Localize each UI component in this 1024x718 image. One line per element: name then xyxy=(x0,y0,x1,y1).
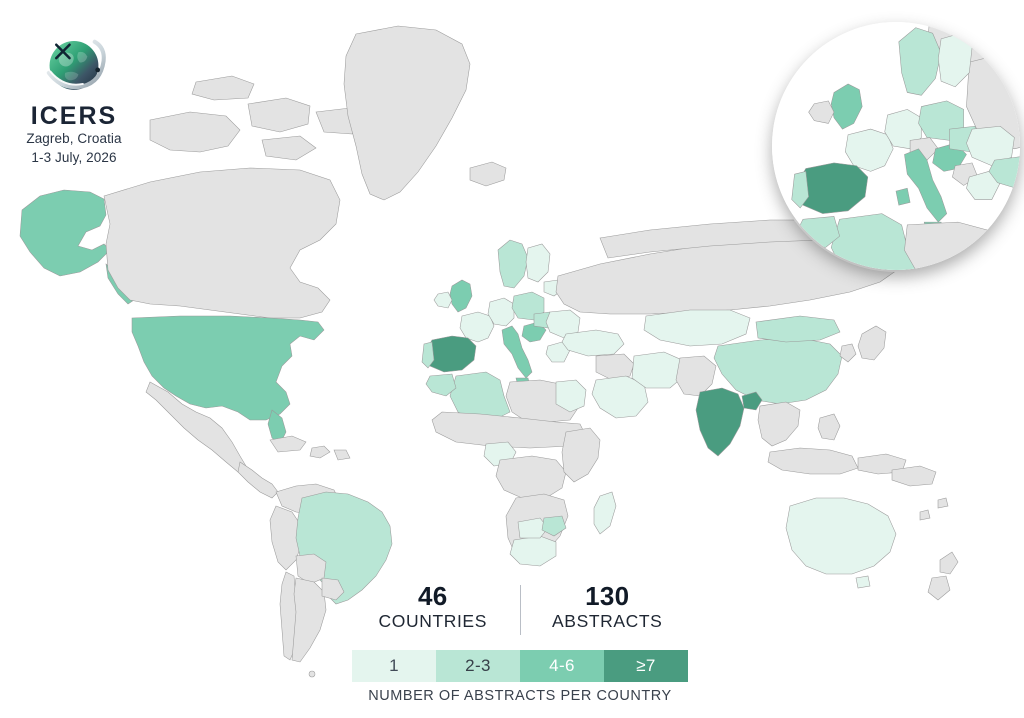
country-australia xyxy=(786,498,896,574)
inset-turkey xyxy=(989,154,1020,191)
stats-divider xyxy=(519,585,521,635)
inset-libya xyxy=(904,222,1003,270)
inset-norway-sweden xyxy=(899,28,941,96)
abstracts-value: 130 xyxy=(585,581,630,611)
country-japan xyxy=(858,326,886,360)
map-legend: 1 2-3 4-6 ≥7 xyxy=(352,650,688,682)
countries-value: 46 xyxy=(417,581,448,611)
country-south-africa xyxy=(510,536,556,566)
country-ireland xyxy=(434,292,452,308)
country-paraguay-uruguay xyxy=(322,578,344,600)
country-germany xyxy=(488,298,514,326)
landmasses xyxy=(20,26,980,677)
east-africa xyxy=(562,428,600,482)
korea xyxy=(840,344,856,362)
abstracts-label: ABSTRACTS xyxy=(552,611,663,632)
country-italy xyxy=(502,326,532,378)
country-finland xyxy=(526,244,550,282)
country-india xyxy=(696,388,744,456)
country-canada xyxy=(104,168,340,318)
inset-sardinia xyxy=(896,188,910,205)
logo-location: Zagreb, Croatia xyxy=(26,131,122,147)
logo-dates: 1-3 July, 2026 xyxy=(31,150,117,166)
country-kazakhstan xyxy=(644,310,750,346)
inset-france xyxy=(845,129,893,171)
legend-bin-4: ≥7 xyxy=(604,650,688,682)
iceland xyxy=(470,162,506,186)
country-alaska xyxy=(20,190,110,276)
country-philippines xyxy=(818,414,840,440)
inset-finland xyxy=(938,33,972,87)
country-iraq-syria xyxy=(596,354,634,380)
country-egypt xyxy=(556,380,586,412)
caribbean-islands xyxy=(270,436,350,460)
country-greenland xyxy=(344,26,470,200)
legend-bin-1: 1 xyxy=(352,650,436,682)
event-logo-block: ICERS Zagreb, Croatia 1-3 July, 2026 xyxy=(13,27,135,167)
stat-abstracts: 130 ABSTRACTS xyxy=(527,581,689,632)
tasmania xyxy=(856,576,870,588)
country-zimbabwe xyxy=(542,516,566,536)
europe-inset-svg xyxy=(772,22,1020,270)
country-afghanistan-pakistan xyxy=(676,356,716,396)
country-norway-sweden xyxy=(498,240,528,288)
country-turkey xyxy=(562,330,624,356)
central-africa xyxy=(496,456,566,498)
logo-title: ICERS xyxy=(30,102,118,130)
legend-caption: NUMBER OF ABSTRACTS PER COUNTRY xyxy=(368,688,672,704)
country-malaysia-indonesia xyxy=(768,448,858,474)
inset-italy xyxy=(904,149,946,222)
country-portugal xyxy=(422,342,434,368)
country-morocco xyxy=(426,374,456,396)
southeast-asia xyxy=(758,402,800,446)
country-saudi-arabia xyxy=(592,376,648,418)
country-peru-ecuador xyxy=(270,506,302,570)
inset-morocco xyxy=(797,216,839,247)
country-bangladesh xyxy=(742,392,762,410)
inset-portugal xyxy=(792,171,809,208)
countries-label: COUNTRIES xyxy=(378,611,487,632)
summary-stats: 46 COUNTRIES 130 ABSTRACTS xyxy=(352,581,689,639)
country-new-zealand xyxy=(928,552,958,600)
europe-magnifier-inset xyxy=(772,22,1020,270)
pacific-islands xyxy=(920,498,948,520)
stat-countries: 46 COUNTRIES xyxy=(352,581,514,632)
country-madagascar xyxy=(594,492,616,534)
country-united-states xyxy=(132,316,324,420)
legend-bin-3: 4-6 xyxy=(520,650,604,682)
country-botswana xyxy=(518,518,548,538)
inset-ireland xyxy=(809,101,834,124)
falkland-islands xyxy=(309,671,315,677)
country-france xyxy=(460,312,494,342)
papua-new-guinea xyxy=(892,466,936,486)
country-iran xyxy=(632,352,684,388)
inset-algeria xyxy=(831,214,916,270)
central-america xyxy=(238,462,278,498)
legend-bin-2: 2-3 xyxy=(436,650,520,682)
canadian-arctic-islands xyxy=(150,76,364,160)
globe-orbit-logo-icon xyxy=(46,39,106,90)
country-mongolia xyxy=(756,316,840,342)
